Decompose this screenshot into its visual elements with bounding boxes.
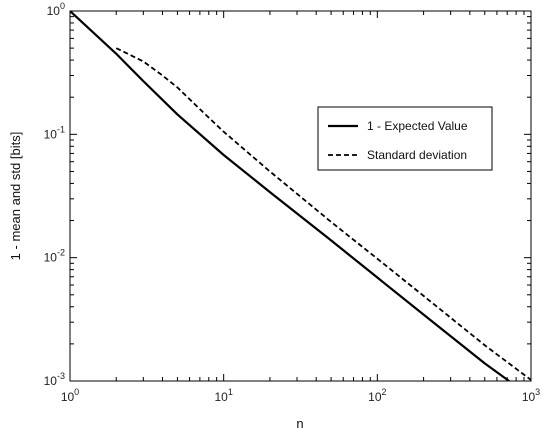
plot-area [70, 11, 531, 381]
series-line-expected-value [70, 11, 510, 381]
y-tick-label: 10-1 [44, 124, 65, 141]
x-tick-label: 103 [522, 387, 540, 404]
legend-box [317, 106, 493, 171]
series-line-standard-deviation [115, 47, 531, 381]
axis-ticks [69, 10, 532, 382]
x-tick-label: 101 [214, 387, 232, 404]
legend: 1 - Expected Value Standard deviation [317, 106, 493, 171]
x-tick-label: 102 [368, 387, 386, 404]
plot-frame [69, 10, 532, 382]
y-axis-label: 1 - mean and std [bits] [8, 132, 23, 261]
axes-frame [69, 10, 532, 382]
x-axis-label: n [296, 416, 303, 431]
tick-labels: 100 101 102 103 10-3 10-2 10-1 100 [44, 1, 541, 404]
x-tick-label: 100 [61, 387, 79, 404]
legend-label-expected-value: 1 - Expected Value [367, 119, 468, 133]
y-tick-label: 10-3 [44, 371, 65, 388]
y-tick-label: 100 [47, 1, 65, 18]
legend-label-standard-deviation: Standard deviation [367, 148, 467, 162]
y-tick-label: 10-2 [44, 248, 65, 265]
